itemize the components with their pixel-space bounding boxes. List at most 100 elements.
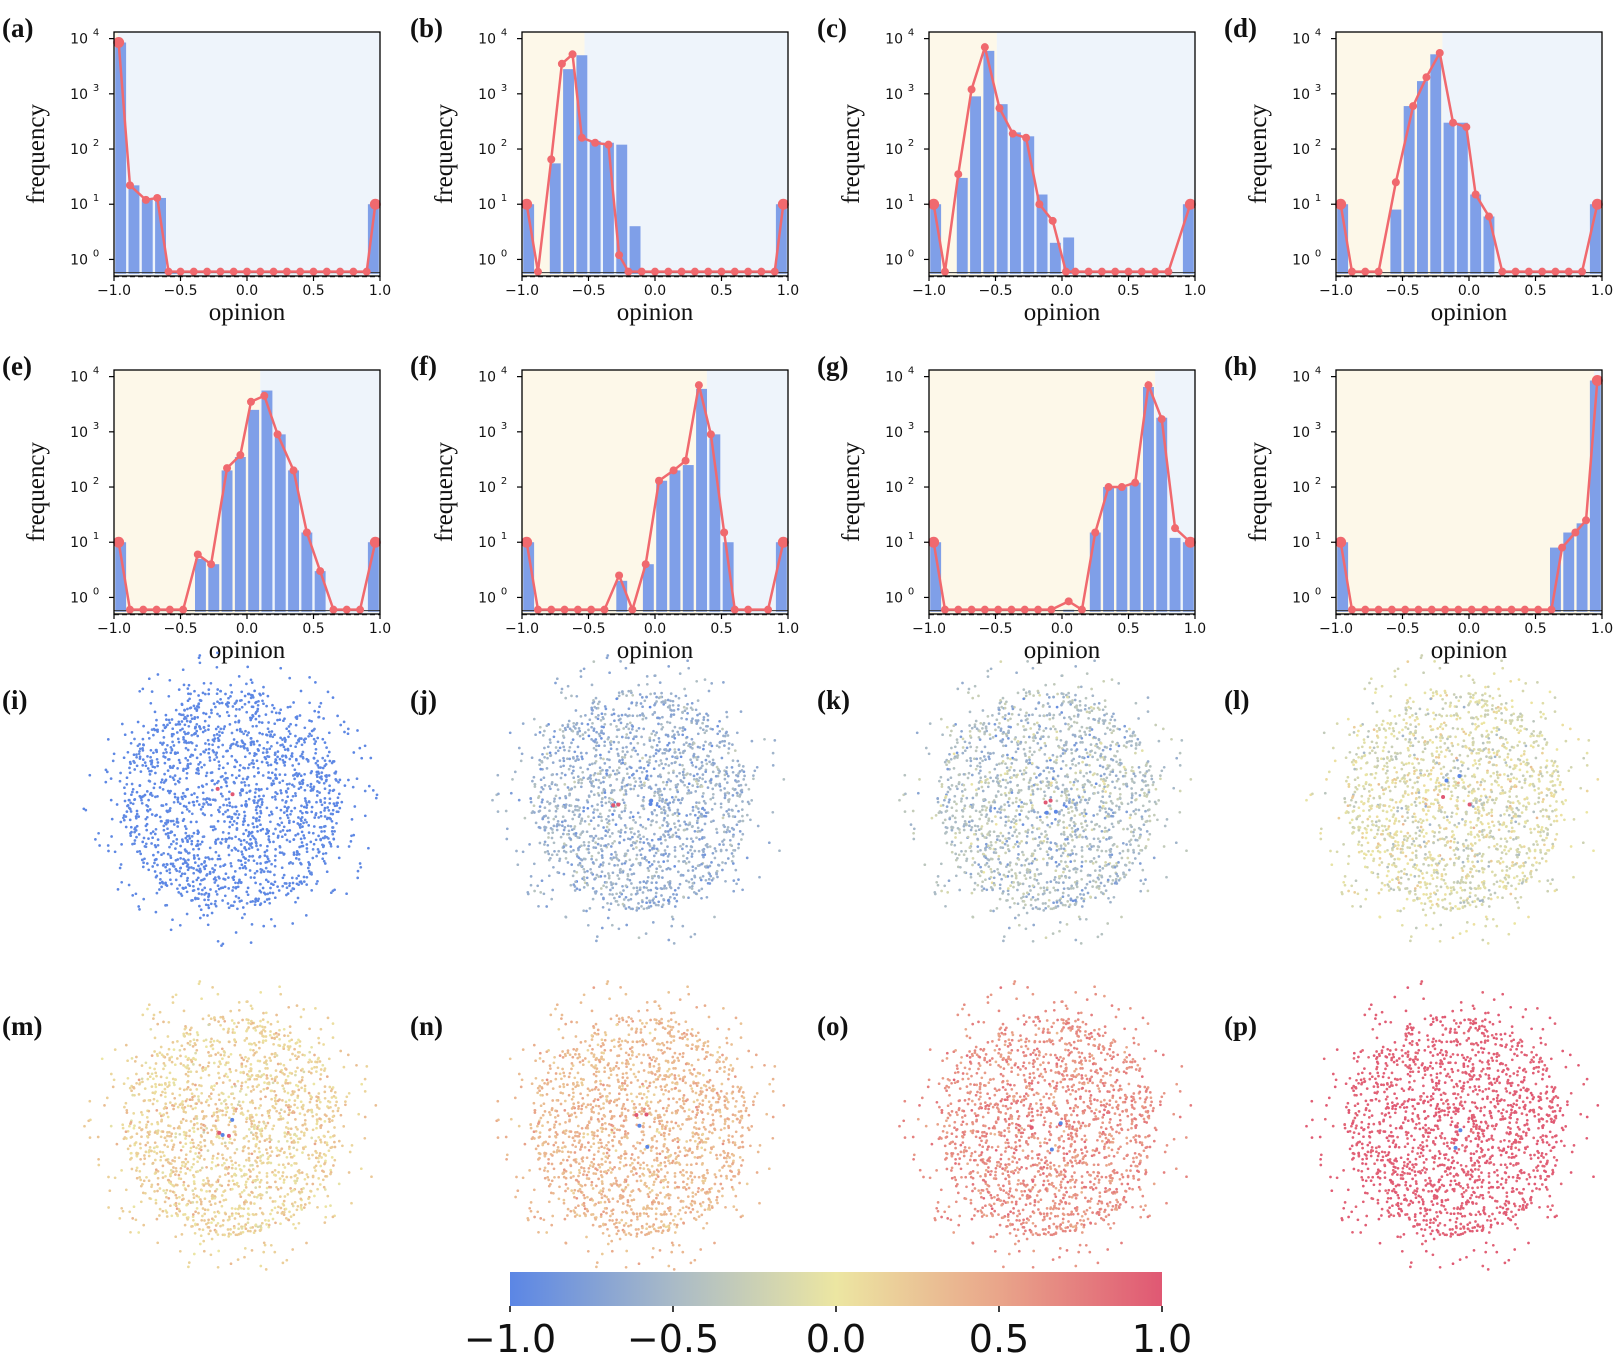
node bbox=[142, 743, 145, 747]
node bbox=[1062, 820, 1065, 824]
node bbox=[677, 886, 680, 890]
node bbox=[658, 799, 661, 802]
seed-node bbox=[616, 802, 621, 807]
node bbox=[638, 693, 642, 696]
node bbox=[1141, 804, 1145, 808]
node bbox=[235, 822, 239, 825]
node bbox=[230, 864, 233, 868]
y-tick-label: 10 bbox=[478, 32, 496, 48]
node bbox=[702, 718, 706, 722]
node bbox=[596, 808, 599, 812]
node bbox=[229, 904, 233, 907]
node bbox=[1024, 691, 1028, 695]
node bbox=[281, 779, 285, 783]
node bbox=[709, 797, 713, 801]
series-point bbox=[1347, 605, 1356, 614]
node bbox=[538, 763, 541, 767]
node bbox=[570, 771, 574, 775]
series-point bbox=[1462, 123, 1471, 132]
node bbox=[226, 749, 229, 753]
node bbox=[300, 743, 304, 747]
node bbox=[691, 764, 695, 767]
node bbox=[520, 752, 524, 756]
node bbox=[1104, 810, 1108, 814]
node bbox=[981, 759, 984, 763]
node bbox=[249, 737, 253, 740]
node bbox=[700, 887, 704, 891]
node bbox=[241, 906, 245, 909]
node bbox=[590, 784, 594, 787]
node bbox=[554, 746, 558, 749]
node bbox=[771, 810, 775, 814]
node bbox=[1039, 818, 1042, 822]
node bbox=[166, 852, 170, 856]
node bbox=[655, 700, 658, 703]
node bbox=[253, 801, 256, 805]
node bbox=[1074, 693, 1077, 697]
node bbox=[666, 698, 670, 702]
node bbox=[253, 775, 256, 778]
node bbox=[653, 808, 657, 812]
node bbox=[228, 836, 231, 840]
node bbox=[285, 813, 289, 817]
node bbox=[558, 728, 562, 731]
node bbox=[253, 689, 256, 693]
node bbox=[1178, 789, 1182, 793]
node bbox=[659, 775, 663, 779]
node bbox=[1060, 794, 1063, 798]
node bbox=[331, 832, 335, 836]
node bbox=[686, 659, 689, 663]
node bbox=[1017, 913, 1021, 917]
node bbox=[600, 797, 604, 801]
node bbox=[195, 709, 199, 712]
node bbox=[661, 903, 665, 907]
node bbox=[218, 701, 221, 705]
node bbox=[207, 751, 211, 755]
node bbox=[230, 849, 234, 852]
node bbox=[539, 790, 543, 794]
series-point bbox=[954, 605, 963, 614]
node bbox=[314, 813, 318, 817]
y-tick-label: 10 bbox=[885, 590, 903, 606]
node bbox=[642, 835, 645, 839]
node bbox=[1098, 805, 1102, 809]
node bbox=[985, 888, 989, 892]
node bbox=[168, 871, 172, 875]
node bbox=[1143, 791, 1146, 795]
node bbox=[305, 875, 309, 879]
node bbox=[634, 780, 638, 783]
node bbox=[278, 781, 282, 784]
node bbox=[945, 809, 949, 813]
node bbox=[301, 755, 305, 759]
node bbox=[210, 708, 213, 712]
node bbox=[367, 846, 370, 850]
node bbox=[163, 761, 167, 765]
node bbox=[285, 727, 289, 731]
node bbox=[961, 737, 965, 741]
node bbox=[573, 785, 577, 789]
series-point bbox=[260, 391, 269, 400]
node bbox=[152, 751, 155, 755]
node bbox=[358, 746, 362, 750]
node bbox=[646, 763, 650, 767]
node bbox=[956, 687, 960, 691]
node bbox=[658, 740, 661, 744]
node bbox=[1062, 716, 1066, 720]
node bbox=[701, 721, 704, 725]
node bbox=[242, 832, 245, 836]
node bbox=[129, 801, 133, 805]
node bbox=[725, 766, 729, 769]
node bbox=[190, 842, 194, 846]
node bbox=[294, 757, 298, 761]
node bbox=[300, 752, 304, 756]
node bbox=[567, 829, 571, 833]
series-point bbox=[600, 605, 609, 614]
node bbox=[1072, 757, 1076, 761]
node bbox=[614, 850, 617, 854]
node bbox=[168, 808, 171, 812]
node bbox=[612, 856, 616, 859]
node bbox=[128, 766, 131, 770]
node bbox=[736, 759, 740, 763]
